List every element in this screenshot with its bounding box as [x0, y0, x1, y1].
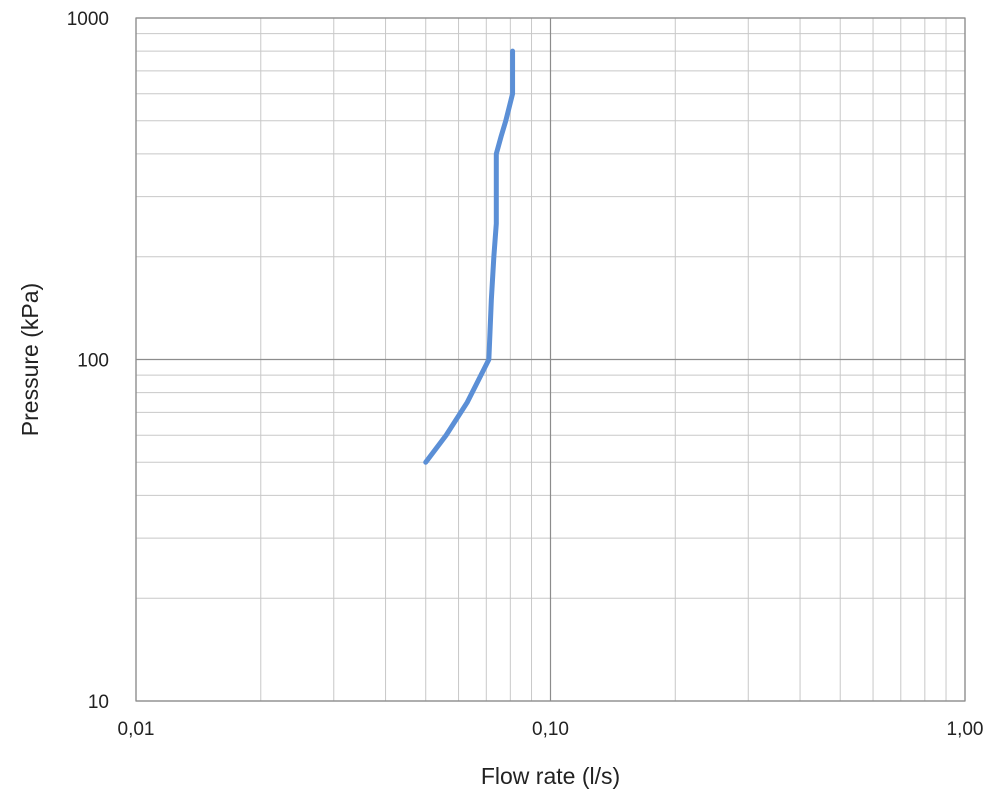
plot-frame — [135, 17, 966, 702]
x-tick-label: 0,01 — [118, 719, 155, 740]
series-layer — [423, 48, 516, 465]
y-tick-label: 1000 — [67, 9, 109, 30]
x-tick-label: 0,10 — [532, 719, 569, 740]
y-tick-label: 100 — [77, 351, 109, 372]
series-line — [423, 48, 516, 465]
x-tick-label: 1,00 — [947, 719, 984, 740]
y-axis-title: Pressure (kPa) — [17, 283, 43, 436]
x-axis-title: Flow rate (l/s) — [481, 763, 620, 789]
x-tick-labels: 0,01 0,10 1,00 — [118, 719, 984, 740]
y-tick-label: 10 — [88, 692, 109, 713]
y-tick-labels: 10 100 1000 — [67, 9, 109, 713]
